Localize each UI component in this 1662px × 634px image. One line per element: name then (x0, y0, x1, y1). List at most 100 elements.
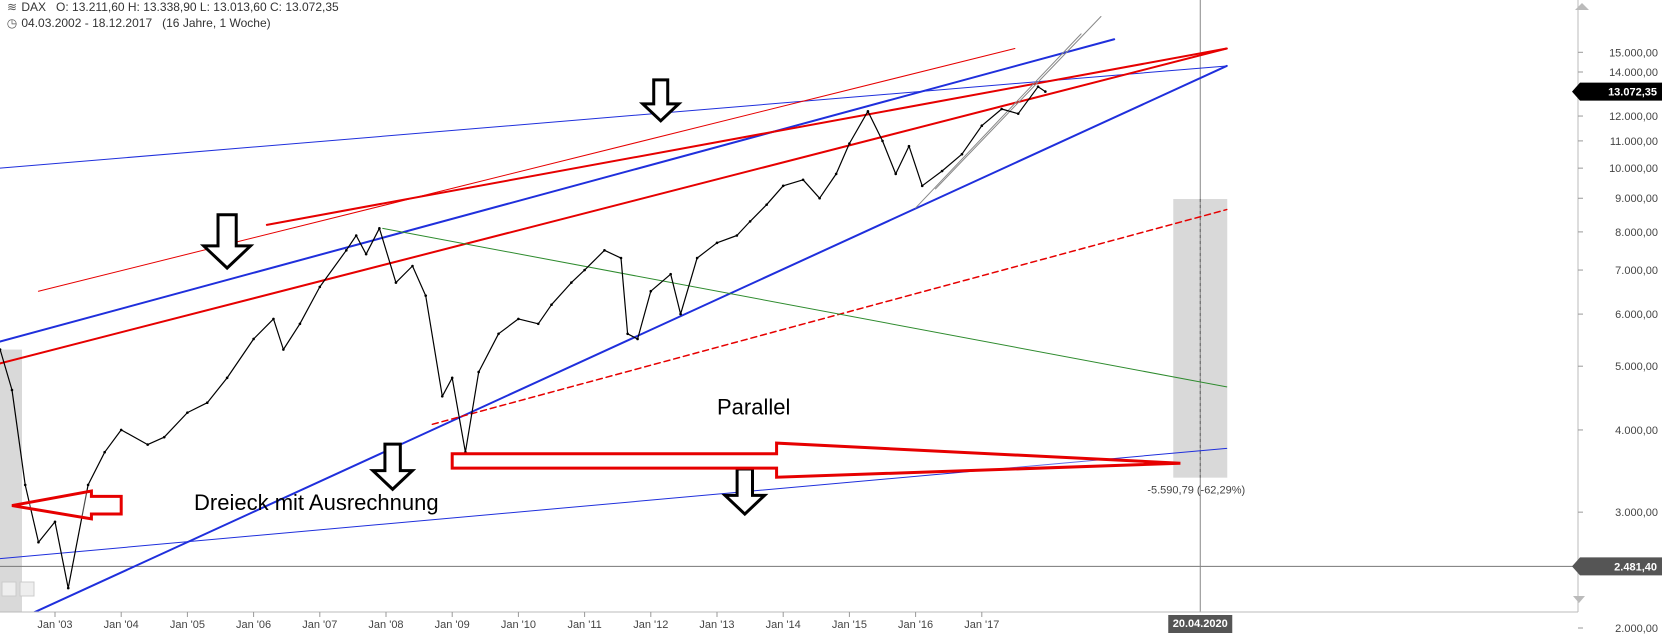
price-point (517, 317, 520, 321)
price-point (66, 586, 70, 590)
y-tick-label: 9.000,00 (1615, 193, 1658, 205)
y-tick-label: 12.000,00 (1609, 111, 1658, 123)
price-point (0, 348, 2, 351)
trendline-red-dashed[interactable] (431, 208, 1228, 426)
down-arrow-top (638, 78, 683, 123)
price-point (119, 428, 123, 432)
date-range: 04.03.2002 - 18.12.2017 (21, 16, 153, 30)
price-point (344, 249, 348, 252)
chart-icon: ≋ (6, 0, 18, 14)
price-point (205, 401, 209, 405)
price-point (450, 376, 454, 380)
trendline-blue-upper-thin[interactable] (0, 65, 1228, 169)
chart-header-range: ◷ 04.03.2002 - 18.12.2017 (16 Jahre, 1 W… (6, 16, 271, 30)
x-tick-label: Jan '13 (699, 619, 734, 631)
price-point (318, 285, 322, 289)
y-tick-label: 6.000,00 (1615, 309, 1658, 321)
x-tick-label: Jan '17 (964, 619, 999, 631)
x-tick-label: Jan '05 (170, 619, 205, 631)
price-point (619, 256, 623, 260)
price-point (583, 268, 586, 272)
chart-header-ohlc: ≋ DAX O: 13.211,60 H: 13.338,90 L: 13.01… (6, 0, 339, 14)
price-line[interactable] (0, 86, 1046, 589)
collapse-control-button[interactable] (1, 581, 17, 597)
trendline-blue-support[interactable] (0, 64, 1228, 629)
add-control-button[interactable] (19, 581, 35, 597)
price-point (282, 348, 285, 351)
price-point (53, 520, 57, 524)
price-point (748, 220, 752, 223)
date-tag: 20.04.2020 (1173, 618, 1228, 630)
price-point (411, 264, 414, 268)
price-point (834, 172, 838, 176)
trendline-blue-resistance[interactable] (0, 38, 1116, 343)
price-point (536, 322, 540, 326)
price-point (765, 203, 768, 206)
date-tag-bg (1168, 615, 1233, 633)
x-tick-label: Jan '15 (832, 619, 867, 631)
down-arrow-bottom-left (369, 442, 417, 492)
trendline-gray-a[interactable] (915, 33, 1082, 209)
y-tick-label: 4.000,00 (1615, 425, 1658, 437)
x-tick-label: Jan '14 (766, 619, 801, 631)
price-point (550, 303, 553, 307)
down-arrow-left (199, 213, 255, 271)
x-tick-label: Jan '11 (567, 619, 601, 631)
ohlc-values: O: 13.211,60 H: 13.338,90 L: 13.013,60 C… (56, 0, 339, 14)
price-point (424, 294, 428, 297)
scroll-up-icon[interactable] (1575, 3, 1589, 10)
level-tag: 2.481,40 (1614, 561, 1657, 573)
red-arrow-right (450, 441, 1181, 479)
price-tag-bg (1572, 82, 1662, 101)
price-point (1000, 107, 1003, 111)
price-point (570, 281, 573, 284)
price-point (679, 312, 682, 316)
x-tick-label: Jan '07 (302, 619, 337, 631)
y-axis-background (1578, 0, 1662, 634)
price-point (37, 540, 40, 544)
price-point (162, 435, 166, 439)
trendline-gray-b[interactable] (934, 16, 1102, 190)
price-point (1036, 85, 1040, 88)
price-point (225, 376, 229, 380)
price-point (801, 178, 805, 182)
trendline-red-upper-thin[interactable] (37, 48, 1016, 292)
red-arrow-left (11, 489, 123, 521)
symbol-label: DAX (21, 0, 47, 14)
trendline-red-middle[interactable] (0, 47, 1228, 365)
level-tag-bg (1572, 557, 1662, 576)
price-point (980, 124, 984, 128)
y-tick-label: 7.000,00 (1615, 265, 1658, 277)
price-point (649, 289, 653, 293)
price-point (394, 281, 398, 284)
price-point (186, 411, 189, 414)
y-tick-label: 15.000,00 (1609, 47, 1658, 59)
price-point (907, 144, 911, 148)
y-tick-label: 8.000,00 (1615, 227, 1658, 239)
price-point (626, 332, 629, 336)
price-point (669, 272, 672, 276)
price-point (894, 172, 898, 176)
price-point (920, 184, 924, 188)
price-point (1044, 90, 1047, 93)
x-tick-label: Jan '03 (37, 619, 72, 631)
clock-icon: ◷ (6, 16, 18, 30)
trendline-red-channel[interactable] (265, 47, 1228, 226)
x-tick-label: Jan '06 (236, 619, 271, 631)
x-tick-label: Jan '04 (104, 619, 139, 631)
trendline-green[interactable] (382, 227, 1228, 388)
x-tick-label: Jan '10 (501, 619, 536, 631)
price-point (146, 443, 149, 446)
price-point (378, 227, 381, 230)
price-point (477, 370, 480, 374)
price-point (298, 322, 302, 326)
trendline-blue-lower-thin[interactable] (0, 447, 1228, 560)
scroll-down-icon[interactable] (1573, 596, 1585, 603)
left-measurement-box (0, 349, 22, 612)
price-point (603, 249, 606, 252)
price-point (960, 152, 964, 156)
y-tick-label: 10.000,00 (1609, 163, 1658, 175)
y-tick-label: 5.000,00 (1615, 361, 1658, 373)
price-point (715, 241, 719, 245)
